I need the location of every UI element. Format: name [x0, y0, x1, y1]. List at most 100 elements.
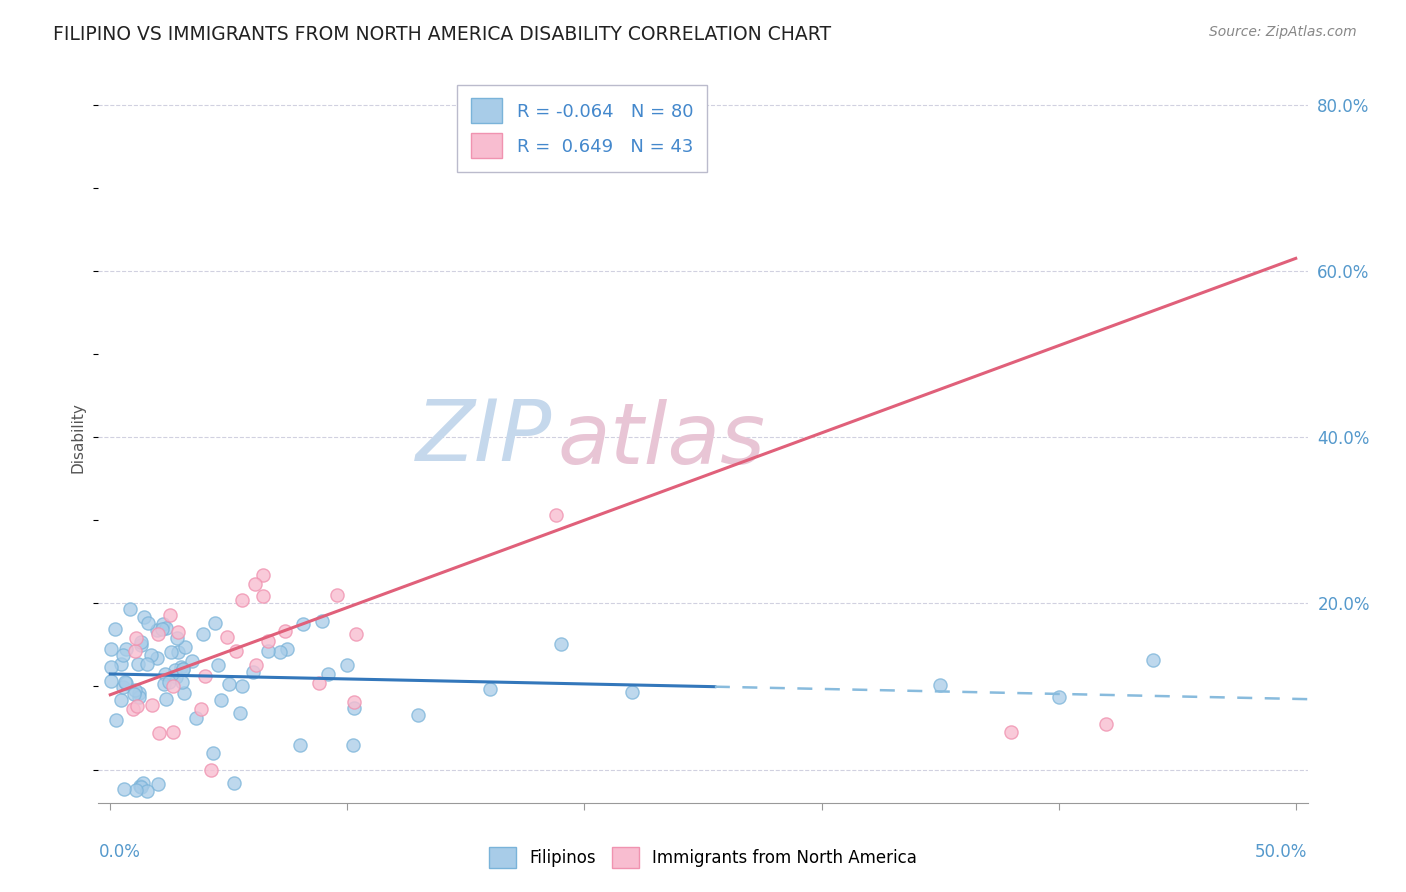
Point [100, 659, 122, 673]
Point [159, 674, 181, 689]
Point [200, 763, 222, 777]
Point [225, 644, 247, 658]
Point [152, 616, 174, 631]
Point [110, 693, 132, 707]
Point [343, 701, 366, 715]
Point [146, 624, 169, 638]
Point [170, 660, 193, 674]
Point [125, 783, 148, 797]
Point [231, 679, 253, 693]
Point [128, 686, 150, 700]
Point [478, 682, 501, 697]
Point [132, 609, 155, 624]
Point [165, 664, 187, 678]
Point [202, 746, 225, 760]
Text: 50.0%: 50.0% [1256, 843, 1308, 861]
Point [1095, 716, 1118, 731]
Point [153, 677, 176, 691]
Point [114, 782, 136, 797]
Point [325, 588, 347, 602]
Point [111, 680, 134, 694]
Point [207, 658, 229, 673]
Point [288, 738, 311, 752]
Point [114, 676, 136, 690]
Point [100, 642, 122, 657]
Point [165, 670, 187, 684]
Point [194, 669, 217, 683]
Point [129, 638, 152, 652]
Point [257, 643, 280, 657]
Point [135, 784, 157, 798]
Point [129, 780, 152, 795]
Point [122, 687, 145, 701]
Point [114, 675, 136, 690]
Point [172, 662, 194, 676]
Point [146, 651, 169, 665]
Point [105, 713, 128, 727]
Point [342, 695, 364, 709]
Point [204, 615, 226, 630]
Point [245, 658, 267, 673]
Point [115, 642, 138, 657]
Point [139, 648, 162, 662]
Point [131, 634, 153, 648]
Point [273, 624, 295, 639]
Point [146, 626, 169, 640]
Point [127, 657, 149, 672]
Point [122, 702, 145, 716]
Point [269, 645, 291, 659]
Point [229, 706, 252, 721]
Point [173, 686, 195, 700]
Point [1000, 725, 1022, 739]
Text: FILIPINO VS IMMIGRANTS FROM NORTH AMERICA DISABILITY CORRELATION CHART: FILIPINO VS IMMIGRANTS FROM NORTH AMERIC… [53, 25, 831, 44]
Point [252, 568, 274, 582]
Point [124, 683, 146, 698]
Point [162, 679, 184, 693]
Point [311, 614, 333, 628]
Point [1047, 690, 1070, 704]
Point [257, 633, 280, 648]
Point [342, 738, 364, 752]
Point [100, 673, 122, 688]
Point [146, 777, 169, 791]
Point [155, 667, 177, 681]
Point [110, 657, 132, 672]
Point [242, 665, 264, 679]
Point [215, 631, 238, 645]
Point [162, 724, 184, 739]
Text: ZIP: ZIP [416, 395, 551, 479]
Point [160, 645, 183, 659]
Point [218, 677, 240, 691]
Point [620, 685, 643, 699]
Point [172, 675, 194, 690]
Point [132, 776, 155, 790]
Point [190, 702, 212, 716]
Text: Source: ZipAtlas.com: Source: ZipAtlas.com [1209, 25, 1357, 39]
Point [181, 654, 204, 668]
Text: 0.0%: 0.0% [98, 843, 141, 861]
Point [118, 601, 141, 615]
Point [136, 657, 159, 672]
Y-axis label: Disability: Disability [70, 401, 86, 473]
Point [276, 642, 298, 657]
Point [172, 662, 194, 676]
Text: atlas: atlas [558, 400, 766, 483]
Point [929, 678, 952, 692]
Point [174, 640, 197, 655]
Point [167, 645, 190, 659]
Point [166, 631, 188, 645]
Point [159, 608, 181, 623]
Point [292, 617, 315, 632]
Point [1142, 653, 1164, 667]
Point [148, 726, 170, 740]
Point [544, 508, 567, 522]
Legend: R = -0.064   N = 80, R =  0.649   N = 43: R = -0.064 N = 80, R = 0.649 N = 43 [457, 85, 707, 171]
Point [125, 631, 148, 645]
Point [141, 698, 163, 712]
Legend: Filipinos, Immigrants from North America: Filipinos, Immigrants from North America [482, 840, 924, 875]
Point [336, 658, 359, 673]
Point [209, 692, 232, 706]
Point [550, 637, 572, 651]
Point [150, 622, 173, 636]
Point [104, 622, 127, 636]
